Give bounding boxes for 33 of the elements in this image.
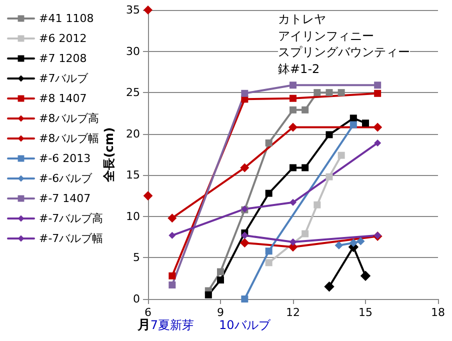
text: アイリンフィニー: [278, 29, 374, 43]
y-tick-label: 35: [126, 4, 140, 16]
x-tick-label: 6: [144, 306, 152, 319]
annotation: 鉢#1-2: [278, 62, 320, 76]
x-tick-label: 18: [431, 306, 445, 319]
legend-label: #-7 1407: [39, 192, 91, 205]
legend-label: #7バルブ: [39, 72, 90, 85]
y-tick-label: 15: [126, 168, 140, 182]
chart-title: カトレヤ: [278, 12, 326, 26]
legend-label: #-7バルブ高: [39, 212, 104, 225]
y-tick-label: 0: [133, 292, 140, 306]
y-tick-label: 25: [126, 86, 140, 100]
y-tick-label: 10: [126, 210, 140, 223]
legend-label: #8 1407: [39, 92, 87, 105]
legend-label: #7 1208: [39, 52, 87, 65]
legend-label: #-7バルブ幅: [39, 232, 104, 245]
legend-label: #8バルブ高: [39, 112, 100, 125]
legend-label: #-6 2013: [39, 152, 91, 165]
x-tick-label: 9: [217, 306, 224, 319]
text: 10バルブ: [219, 318, 272, 332]
x-tick-label: 15: [358, 306, 372, 319]
legend-label: #-6バルブ: [39, 172, 94, 185]
annotation: スプリングバウンティー: [278, 45, 410, 59]
y-tick-label: 20: [126, 127, 140, 140]
y-axis-title: 全長(cm): [102, 127, 116, 183]
legend-label: #6 2012: [39, 32, 87, 45]
legend-label: #8バルブ幅: [39, 132, 100, 145]
x-tick-label: 12: [286, 306, 300, 319]
x-axis-title: 月: [136, 318, 150, 333]
y-tick-label: 5: [133, 251, 140, 264]
legend-label: #41 1108: [39, 12, 94, 25]
y-tick-label: 30: [126, 44, 140, 58]
text: 7夏新芽: [150, 318, 194, 332]
